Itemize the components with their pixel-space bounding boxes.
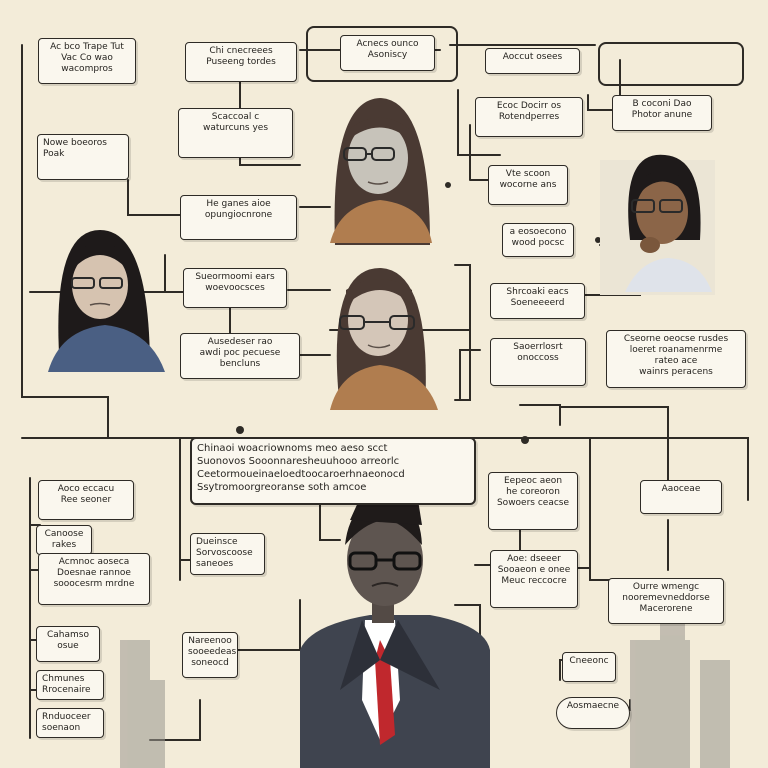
diagram-box: Aoe: dseeer Sooaeon e onee Meuc reccocre	[490, 550, 578, 608]
diagram-box: Ourre wmengc nooremevneddorse Macerorene	[608, 578, 724, 624]
diagram-box: a eosoecono wood pocsc	[502, 223, 574, 257]
diagram-box: Sueormoomi ears woevoocsces	[183, 268, 287, 308]
diagram-box: Aoccut osees	[485, 48, 580, 74]
diagram-box: Ac bco Trape Tut Vac Co wao wacompros	[38, 38, 136, 84]
diagram-box: Cseorne oeocse rusdes loeret roanamenrme…	[606, 330, 746, 388]
diagram-box: He ganes aioe opungiocnrone	[180, 195, 297, 240]
woman-portrait-top	[330, 98, 432, 245]
diagram-box: Canoose rakes	[36, 525, 92, 555]
diagram-box: Chmunes Rrocenaire	[36, 670, 104, 700]
diagram-box: Shrcoaki eacs Soeneeeerd	[490, 283, 585, 319]
woman-portrait-center	[330, 268, 438, 410]
diagram-frame-empty	[598, 42, 744, 86]
man-portrait-bottom	[300, 492, 490, 768]
diagram-box: Scaccoal c waturcuns yes	[178, 108, 293, 158]
diagram-box: Aoco eccacu Ree seoner	[38, 480, 134, 520]
diagram-box: Cahamso osue	[36, 626, 100, 662]
diagram-box: Rnduoceer soenaon	[36, 708, 104, 738]
diagram-box: Eepeoc aeon he coreoron Sowoers ceacse	[488, 472, 578, 530]
diagram-box: Aaoceae	[640, 480, 722, 514]
diagram-box: Acnecs ounco Asoniscy	[340, 35, 435, 71]
diagram-frame	[306, 26, 458, 82]
diagram-box: Acmnoc aoseca Doesnae rannoe sooocesrm m…	[38, 553, 150, 605]
diagram-box: Nareenoo sooeedeas soneocd	[182, 632, 238, 678]
diagram-box: Dueinsce Sorvoscoose saneoes	[190, 533, 265, 575]
diagram-box: Ausedeser rao awdi poc pecuese bencluns	[180, 333, 300, 379]
diagram-box: B coconi Dao Photor anune	[612, 95, 712, 131]
woman-portrait-left	[48, 230, 165, 372]
diagram-box: Ecoc Docirr os Rotendperres	[475, 97, 583, 137]
main-description-box: Chinaoi woacriownoms meo aeso scct Suono…	[190, 437, 476, 505]
connector-nodes	[236, 182, 601, 444]
diagram-box: Saoerrlosrt onoccoss	[490, 338, 586, 386]
woman-portrait-right	[600, 154, 715, 295]
diagram-box: Chi cnecreees Puseeng tordes	[185, 42, 297, 82]
diagram-box: Nowe boeoros Poak	[37, 134, 129, 180]
diagram-box: Cneeonc	[562, 652, 616, 682]
diagram-box: Aosmaecne	[556, 697, 630, 729]
diagram-box: Vte scoon wocorne ans	[488, 165, 568, 205]
city-skyline-graphic	[120, 610, 730, 768]
